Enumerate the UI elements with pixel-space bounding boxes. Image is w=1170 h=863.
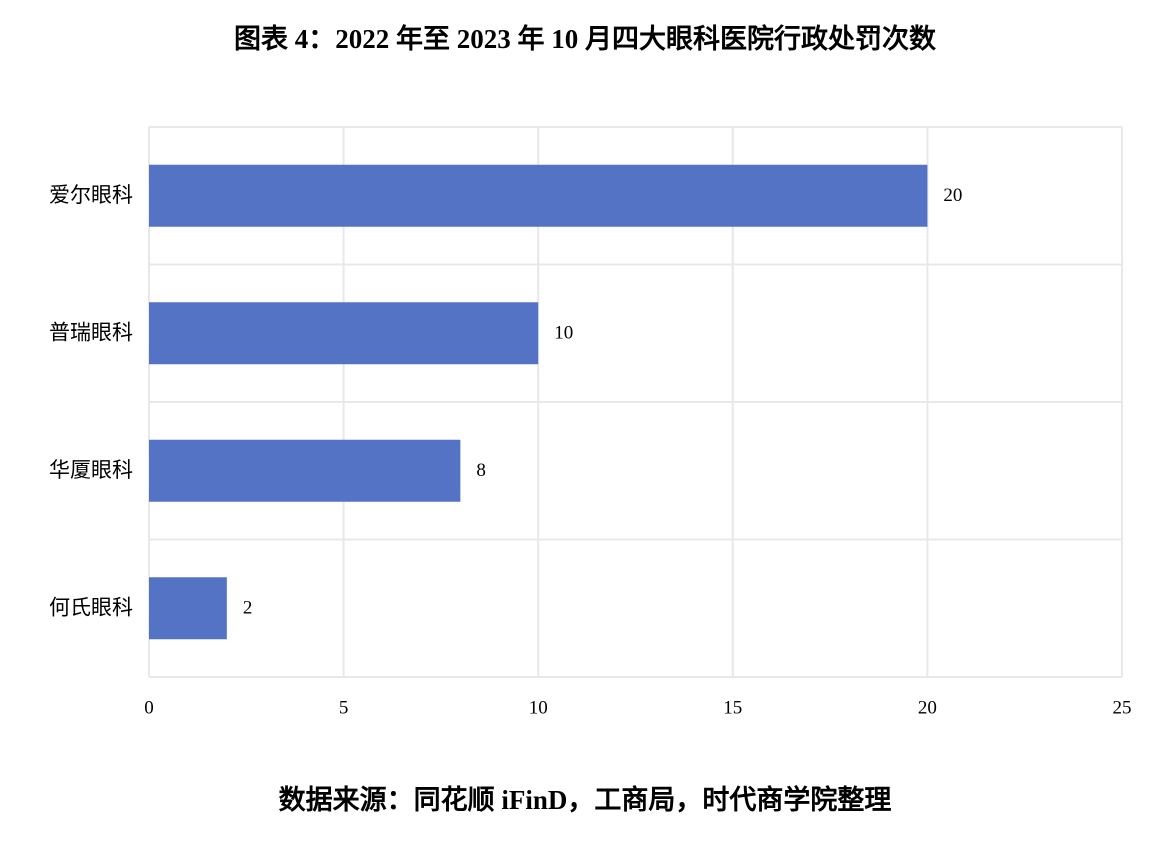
bar [149, 164, 928, 227]
y-tick-label: 爱尔眼科 [49, 183, 133, 207]
x-tick-label: 15 [723, 697, 742, 718]
data-label: 8 [476, 460, 486, 481]
x-tick-label: 0 [144, 697, 154, 718]
data-label: 10 [554, 323, 573, 344]
y-tick-label: 华厦眼科 [49, 458, 133, 482]
bar [149, 439, 461, 502]
x-tick-label: 5 [339, 697, 349, 718]
bar [149, 302, 539, 365]
x-tick-label: 20 [918, 697, 937, 718]
data-label: 20 [943, 185, 962, 206]
y-tick-label: 何氏眼科 [49, 595, 133, 619]
x-tick-label: 10 [529, 697, 548, 718]
chart-title: 图表 4：2022 年至 2023 年 10 月四大眼科医院行政处罚次数 [234, 23, 937, 54]
data-label: 2 [243, 598, 253, 619]
x-tick-label: 25 [1113, 697, 1132, 718]
y-tick-label: 普瑞眼科 [49, 320, 133, 344]
chart-source: 数据来源：同花顺 iFinD，工商局，时代商学院整理 [279, 784, 892, 815]
bar [149, 577, 227, 640]
